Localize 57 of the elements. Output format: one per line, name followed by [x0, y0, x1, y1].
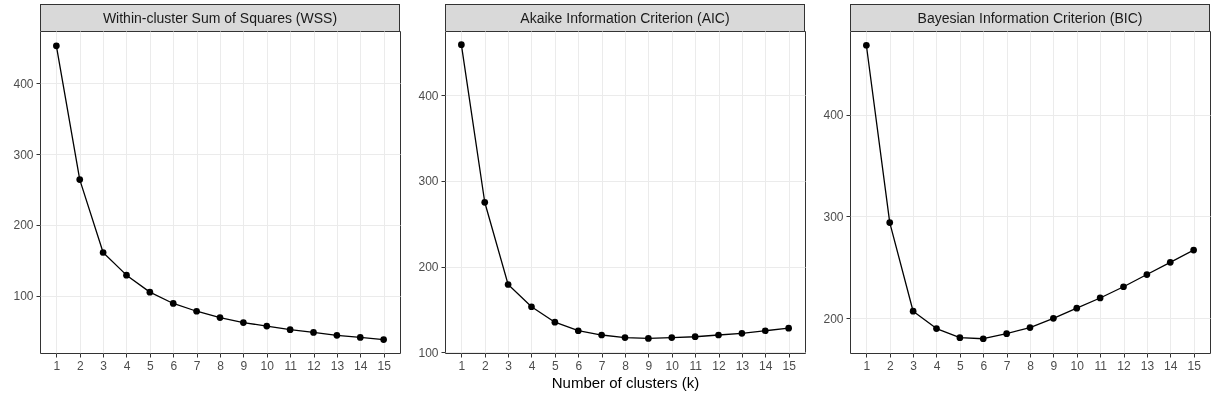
- x-tick-label: 5: [552, 358, 560, 373]
- x-tick-label: 4: [933, 358, 941, 373]
- x-tick-label: 2: [76, 358, 84, 373]
- x-tick-label: 9: [240, 358, 248, 373]
- x-tick-label: 14: [1164, 358, 1178, 373]
- x-tick-label: 4: [528, 358, 536, 373]
- x-tick-label: 13: [1140, 358, 1155, 373]
- y-tick-label: 400: [418, 88, 439, 103]
- x-tick-label: 12: [307, 358, 321, 373]
- y-tick-label: 100: [13, 289, 34, 304]
- x-tick-label: 10: [260, 358, 275, 373]
- x-tick-label: 4: [123, 358, 131, 373]
- x-tick-label: 1: [863, 358, 871, 373]
- x-tick-label: 1: [458, 358, 466, 373]
- x-tick-label: 3: [100, 358, 108, 373]
- x-tick-label: 8: [217, 358, 225, 373]
- x-tick-label: 3: [505, 358, 513, 373]
- x-tick-label: 6: [170, 358, 178, 373]
- y-tick-label: 300: [13, 147, 34, 162]
- x-tick-label: 7: [1003, 358, 1011, 373]
- y-tick-label: 200: [823, 311, 844, 326]
- y-tick-label: 100: [418, 345, 439, 360]
- x-tick-label: 12: [712, 358, 726, 373]
- x-tick-label: 10: [665, 358, 680, 373]
- x-tick-label: 3: [910, 358, 918, 373]
- x-tick-label: 13: [330, 358, 345, 373]
- x-tick-label: 14: [354, 358, 368, 373]
- x-tick-label: 11: [284, 358, 298, 373]
- x-tick-label: 14: [759, 358, 773, 373]
- x-tick-label: 15: [377, 358, 392, 373]
- x-axis-title: Number of clusters (k): [551, 373, 700, 391]
- y-tick-label: 400: [13, 76, 34, 91]
- x-tick-label: 11: [689, 358, 703, 373]
- x-tick-label: 2: [886, 358, 894, 373]
- x-tick-label: 15: [1187, 358, 1202, 373]
- x-tick-label: 12: [1117, 358, 1131, 373]
- y-tick-label: 300: [823, 209, 844, 224]
- x-tick-label: 5: [147, 358, 155, 373]
- x-tick-label: 9: [645, 358, 653, 373]
- x-tick-label: 6: [980, 358, 988, 373]
- x-tick-label: 8: [1027, 358, 1035, 373]
- x-tick-label: 11: [1094, 358, 1108, 373]
- y-tick-label: 200: [13, 218, 34, 233]
- x-tick-label: 2: [481, 358, 489, 373]
- x-tick-label: 6: [575, 358, 583, 373]
- y-tick-label: 400: [823, 108, 844, 123]
- x-tick-label: 15: [782, 358, 797, 373]
- x-tick-label: 8: [622, 358, 630, 373]
- y-tick-label: 300: [418, 174, 439, 189]
- x-tick-label: 13: [735, 358, 750, 373]
- x-tick-label: 7: [193, 358, 201, 373]
- x-tick-label: 7: [598, 358, 606, 373]
- y-tick-label: 200: [418, 260, 439, 275]
- x-tick-label: 1: [53, 358, 61, 373]
- x-tick-label: 10: [1070, 358, 1085, 373]
- x-tick-label: 9: [1050, 358, 1058, 373]
- x-tick-label: 5: [957, 358, 965, 373]
